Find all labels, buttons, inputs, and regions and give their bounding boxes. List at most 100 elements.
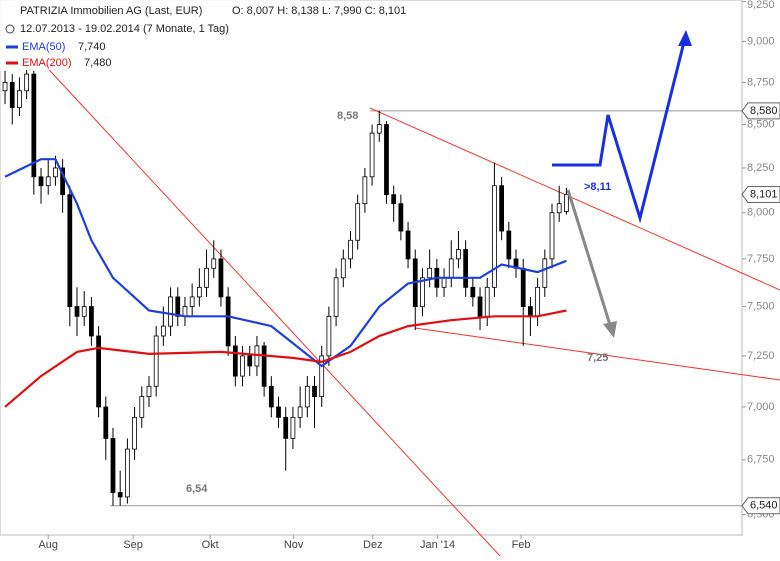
candle-body xyxy=(89,306,94,337)
x-tick-label: Okt xyxy=(202,539,219,551)
x-tick-label: Feb xyxy=(512,539,531,551)
y-tick-label: 9,000 xyxy=(747,35,775,47)
candle-body xyxy=(549,212,555,260)
candle-body xyxy=(420,277,425,307)
candle-body xyxy=(312,385,317,397)
annotation: >8,11 xyxy=(584,181,611,193)
y-tick-label: 9,250 xyxy=(747,0,775,11)
legend-label: EMA(50) xyxy=(22,41,65,53)
candle-body xyxy=(168,296,173,327)
date-range: 12.07.2013 - 19.02.2014 (7 Monate, 1 Tag… xyxy=(20,23,229,35)
candle-body xyxy=(225,296,231,347)
trend-line xyxy=(369,107,780,291)
candle-body xyxy=(17,90,22,108)
candle-body xyxy=(499,185,505,232)
plot-area xyxy=(0,0,743,536)
arrow-head xyxy=(678,30,692,46)
candle-body xyxy=(319,355,325,397)
annotation: 6,54 xyxy=(186,483,208,495)
candle-body xyxy=(463,249,469,288)
candle-body xyxy=(204,267,209,288)
annotation: 8,58 xyxy=(337,110,358,122)
candle-body xyxy=(45,176,51,187)
y-tick-label: 8,250 xyxy=(747,162,775,174)
candle-body xyxy=(240,355,245,377)
candle-body xyxy=(211,258,217,269)
candle-body xyxy=(398,203,404,232)
candle-body xyxy=(369,132,375,178)
candle-body xyxy=(456,249,461,260)
candle-body xyxy=(196,286,202,298)
y-tick-label: 7,500 xyxy=(747,300,775,312)
candle-body xyxy=(139,396,145,418)
candle-body xyxy=(290,416,296,439)
x-tick-label: Dez xyxy=(363,539,383,551)
candle-body xyxy=(160,325,166,337)
candle-body xyxy=(441,277,447,288)
clock-icon xyxy=(5,24,15,34)
y-tick-label: 7,000 xyxy=(747,401,775,413)
candle-body xyxy=(297,406,303,418)
ema-line xyxy=(4,309,567,408)
candle-body xyxy=(74,306,80,317)
ema-line xyxy=(4,158,567,368)
candle-body xyxy=(182,306,188,317)
candle-body xyxy=(535,286,540,317)
title: PATRIZIA Immobilien AG (Last, EUR) xyxy=(20,5,202,17)
candle-body xyxy=(31,73,37,178)
candle-body xyxy=(326,315,332,357)
candle-body xyxy=(564,194,569,212)
candle-body xyxy=(268,385,274,408)
candle-body xyxy=(448,258,454,279)
price-marker xyxy=(741,102,780,120)
candle-body xyxy=(304,385,310,408)
candle-body xyxy=(484,286,490,317)
candle-body xyxy=(67,194,73,307)
candle-body xyxy=(542,258,548,288)
price-marker-label: 8,580 xyxy=(750,105,778,117)
price-marker xyxy=(741,497,780,515)
legend-value: 7,740 xyxy=(78,41,106,53)
candle-body xyxy=(110,438,116,493)
legend-value: 7,480 xyxy=(84,57,112,69)
candle-body xyxy=(355,203,361,241)
y-tick-label: 7,250 xyxy=(747,350,775,362)
candle-body xyxy=(261,345,267,387)
candle-body xyxy=(38,176,44,187)
candle-body xyxy=(218,258,224,298)
x-tick-label: Jan '14 xyxy=(420,539,455,551)
candle-body xyxy=(492,185,497,288)
x-tick-label: Sep xyxy=(123,539,143,551)
candle-body xyxy=(427,267,433,279)
candle-body xyxy=(146,385,152,397)
y-tick-label: 7,750 xyxy=(747,253,775,265)
x-tick-label: Nov xyxy=(284,539,304,551)
scenario-arrow xyxy=(566,189,612,326)
candle-body xyxy=(103,406,109,439)
candle-body xyxy=(81,306,87,317)
scenario-arrow xyxy=(552,41,686,224)
annotation: 7,25 xyxy=(587,352,608,364)
arrow-head xyxy=(603,321,617,338)
candle-body xyxy=(117,492,123,498)
candle-body xyxy=(391,194,397,205)
candle-body xyxy=(2,81,8,92)
candle-body xyxy=(153,335,159,387)
y-tick-label: 8,000 xyxy=(747,207,775,219)
candle-body xyxy=(362,176,368,205)
trend-line xyxy=(414,327,780,381)
price-marker-label: 8,101 xyxy=(750,188,778,200)
candle-body xyxy=(520,267,526,307)
candle-body xyxy=(276,406,281,418)
candle-body xyxy=(384,124,389,196)
candle-body xyxy=(376,124,382,134)
candle-body xyxy=(528,306,533,317)
candle-body xyxy=(125,448,130,498)
x-tick-label: Aug xyxy=(38,539,58,551)
candle-body xyxy=(175,296,181,317)
candle-body xyxy=(9,81,15,108)
candle-body xyxy=(340,258,346,279)
y-tick-label: 8,500 xyxy=(747,118,775,130)
trend-line xyxy=(39,59,501,557)
